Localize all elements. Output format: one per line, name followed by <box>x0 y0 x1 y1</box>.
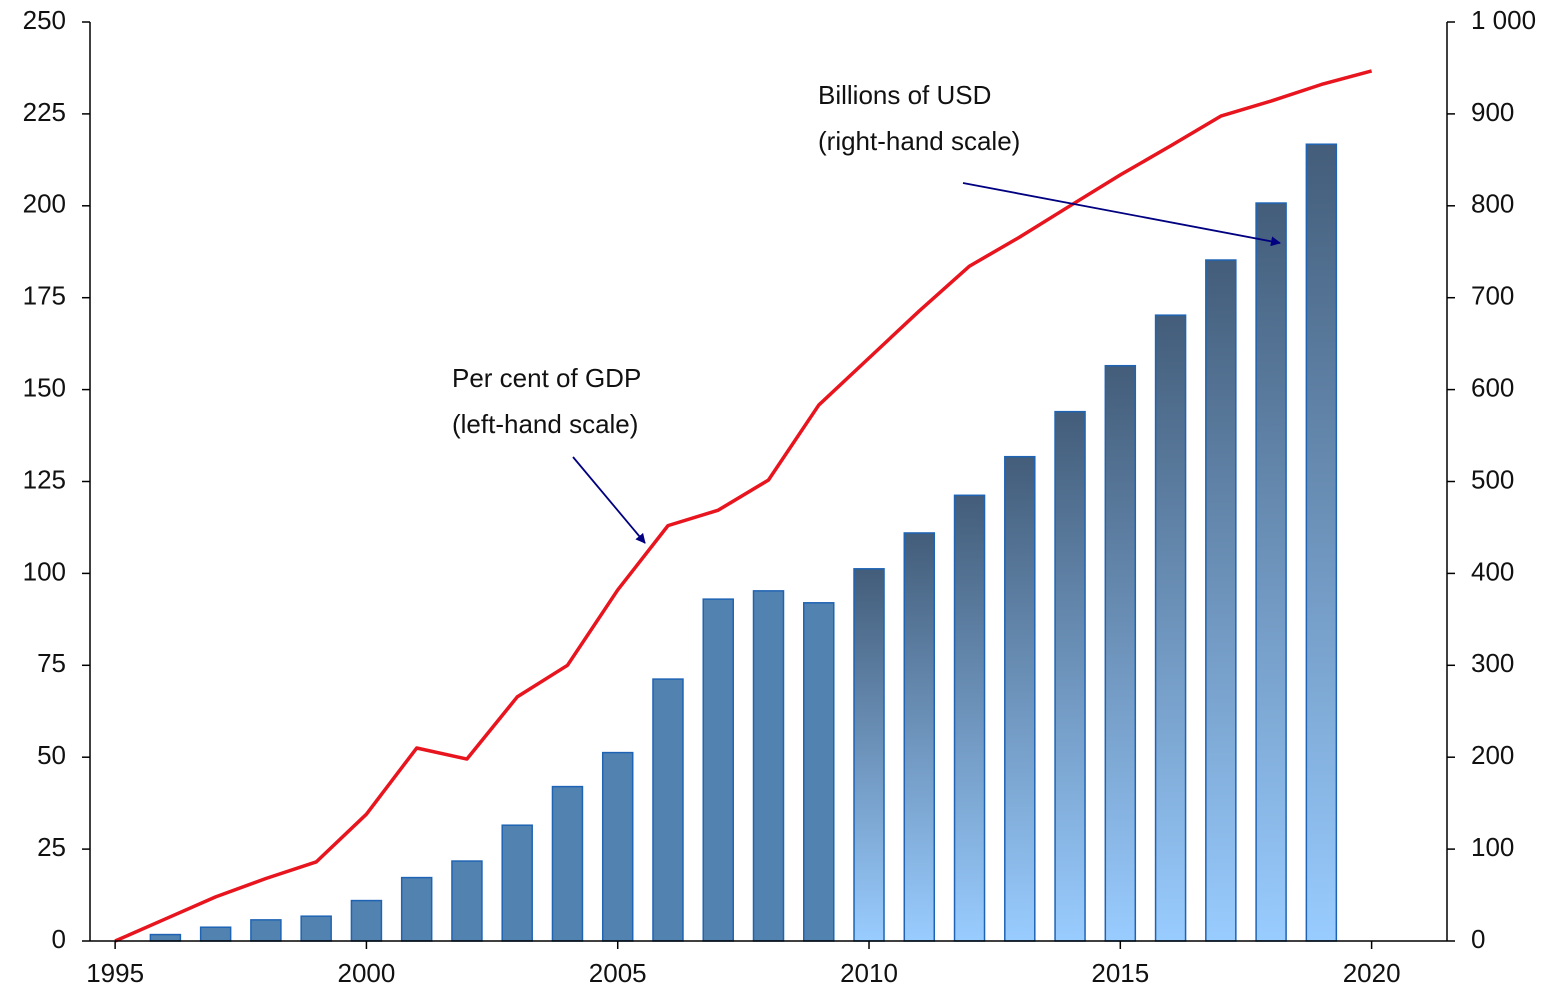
bar <box>501 824 533 942</box>
bar <box>1255 202 1287 942</box>
y-tick-label: 150 <box>23 372 66 402</box>
bar <box>250 919 282 942</box>
y2-tick-label: 200 <box>1471 740 1514 770</box>
x-tick-label: 1995 <box>86 958 144 988</box>
bar <box>601 751 634 942</box>
y2-tick-label: 400 <box>1471 556 1514 586</box>
bar <box>853 568 885 942</box>
line <box>114 69 1373 943</box>
x-tick-label: 2010 <box>840 958 898 988</box>
bar <box>1305 143 1338 942</box>
y2-tick-label: 600 <box>1471 372 1514 402</box>
y2-tick-label: 100 <box>1471 832 1514 862</box>
y2-tick-label: 700 <box>1471 281 1514 311</box>
bar <box>903 532 936 942</box>
bar <box>953 494 986 942</box>
annotation: Per cent of GDP <box>452 363 641 393</box>
y2-tick-label: 900 <box>1471 97 1514 127</box>
bar <box>1054 410 1086 942</box>
bar <box>1205 259 1237 942</box>
bar <box>702 598 734 942</box>
y-tick-label: 175 <box>23 281 66 311</box>
annotation: (left-hand scale) <box>452 409 638 439</box>
x-tick-label: 2005 <box>589 958 647 988</box>
bar <box>1104 364 1137 942</box>
x-tick-label: 2000 <box>338 958 396 988</box>
y2-tick-label: 300 <box>1471 648 1514 678</box>
y-tick-label: 100 <box>23 556 66 586</box>
x-tick-label: 2020 <box>1343 958 1401 988</box>
y-tick-label: 225 <box>23 97 66 127</box>
bar <box>1154 314 1187 942</box>
annotation-arrow <box>962 182 1281 247</box>
y-tick-label: 50 <box>37 740 66 770</box>
y-tick-label: 250 <box>23 5 66 35</box>
annotation: Billions of USD <box>818 80 991 110</box>
annotation: (right-hand scale) <box>818 126 1020 156</box>
x-tick-label: 2015 <box>1091 958 1149 988</box>
bar <box>350 899 383 942</box>
y2-tick-label: 800 <box>1471 189 1514 219</box>
bar <box>1004 455 1036 942</box>
y-tick-label: 25 <box>37 832 66 862</box>
y-tick-label: 125 <box>23 464 66 494</box>
y-tick-label: 200 <box>23 189 66 219</box>
bar <box>300 915 332 942</box>
bar <box>451 860 483 942</box>
bar <box>551 785 584 942</box>
bar <box>400 876 433 942</box>
bar <box>652 678 684 942</box>
bar <box>803 602 835 942</box>
annotation-arrow <box>572 456 646 544</box>
bar <box>149 933 182 942</box>
y2-tick-label: 1 000 <box>1471 5 1536 35</box>
y-tick-label: 0 <box>52 924 66 954</box>
y2-tick-label: 500 <box>1471 464 1514 494</box>
y2-tick-label: 0 <box>1471 924 1485 954</box>
bar <box>199 926 232 942</box>
bar <box>752 590 785 942</box>
y-tick-label: 75 <box>37 648 66 678</box>
